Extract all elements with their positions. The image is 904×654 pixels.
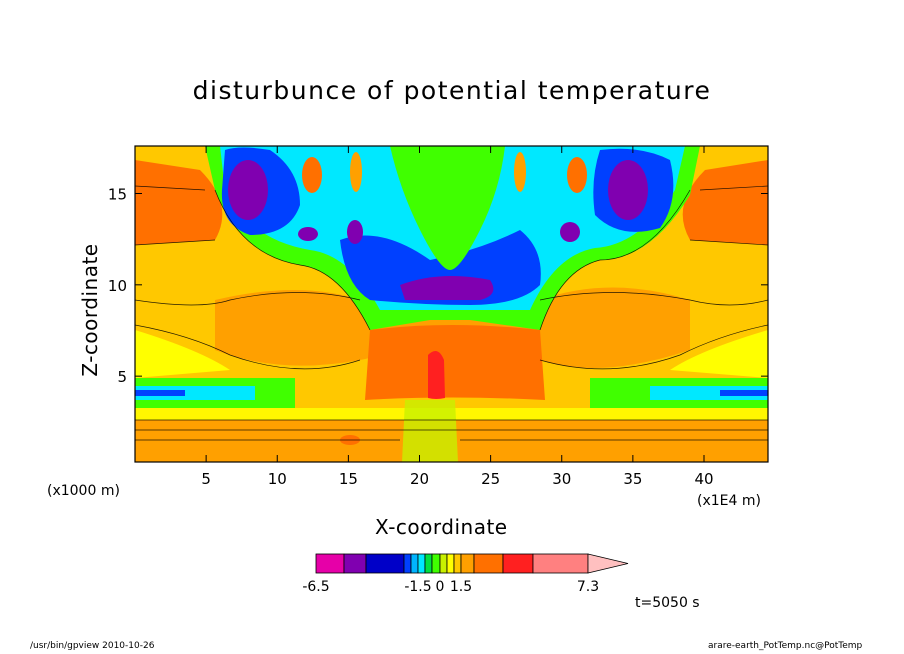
colorbar-cell <box>365 553 405 574</box>
x-tick-label: 10 <box>268 470 287 488</box>
x-tick-label: 5 <box>201 470 211 488</box>
field-yellow-left <box>135 330 230 378</box>
colorbar-labels: -6.5 -1.5 0 1.5 7.3 <box>302 579 599 595</box>
colorbar-cell <box>410 553 419 574</box>
field-orange-spot3 <box>350 152 362 192</box>
colorbar-cell <box>343 553 367 574</box>
colorbar-cell <box>532 553 589 574</box>
colorbar-extend-arrow <box>587 553 629 574</box>
colorbar-cell <box>424 553 433 574</box>
field-orange-right <box>682 160 768 245</box>
field-orange-spot4 <box>514 152 526 192</box>
colorbar-label: 0 <box>436 579 445 595</box>
x-tick-label: 20 <box>410 470 429 488</box>
field-red-plume <box>428 351 445 399</box>
y-tick-label: 5 <box>117 368 127 386</box>
x-axis-label: X-coordinate <box>375 515 508 539</box>
field-band-blue-right <box>720 390 768 396</box>
colorbar-cell <box>431 553 441 574</box>
field-orange-core <box>365 325 545 400</box>
x-tick-label: 30 <box>552 470 571 488</box>
field-purple-right <box>608 160 648 220</box>
chart-title: disturbunce of potential temperature <box>192 76 712 105</box>
field-green-center <box>390 146 505 270</box>
y-axis-label: Z-coordinate <box>78 243 102 377</box>
colorbar-cell <box>473 553 504 574</box>
y-axis-ticks: 5 10 15 <box>108 185 768 386</box>
colorbar-cell <box>446 553 455 574</box>
x-axis-ticks: 5 10 15 20 25 30 35 40 <box>201 146 714 488</box>
x-unit-note: (x1000 m) <box>47 483 120 499</box>
footer-left: /usr/bin/gpview 2010-10-26 <box>30 641 155 651</box>
field-yellow-right <box>670 330 768 378</box>
x-tick-label: 15 <box>339 470 358 488</box>
colorbar-cell <box>439 553 448 574</box>
colorbar-cells <box>315 553 629 574</box>
x-tick-label: 40 <box>694 470 713 488</box>
field-orange-left <box>135 160 223 245</box>
colorbar-cell <box>460 553 475 574</box>
colorbar-cell <box>502 553 534 574</box>
field-band-cyan-right <box>650 386 768 400</box>
x-tick-label: 35 <box>623 470 642 488</box>
colorbar-label: 7.3 <box>577 579 599 595</box>
x-tick-label: 25 <box>481 470 500 488</box>
field-band-cyan-left <box>135 386 255 400</box>
y-tick-label: 15 <box>108 185 127 203</box>
field-purple-small2 <box>560 222 580 242</box>
colorbar-cell <box>403 553 412 574</box>
x-scale-note: (x1E4 m) <box>697 493 761 509</box>
colorbar-cell <box>315 553 345 574</box>
colorbar-cell <box>417 553 426 574</box>
field-purple-small3 <box>298 227 318 241</box>
field-surface-noise <box>402 400 458 462</box>
field-orange-spot2 <box>567 157 587 193</box>
field-orange-spot1 <box>302 157 322 193</box>
field-band-blue-left <box>135 390 185 396</box>
field-purple-small1 <box>347 220 363 244</box>
plot-frame <box>134 145 769 463</box>
footer-right: arare-earth_PotTemp.nc@PotTemp <box>708 641 863 651</box>
colorbar-label: 1.5 <box>450 579 472 595</box>
time-label: t=5050 s <box>635 595 700 611</box>
y-tick-label: 10 <box>108 277 127 295</box>
colorbar-label: -1.5 <box>404 579 431 595</box>
colorbar-label: -6.5 <box>302 579 329 595</box>
colorbar-cell <box>453 553 462 574</box>
field-purple-left <box>228 160 268 220</box>
field-purple-center <box>400 276 494 300</box>
